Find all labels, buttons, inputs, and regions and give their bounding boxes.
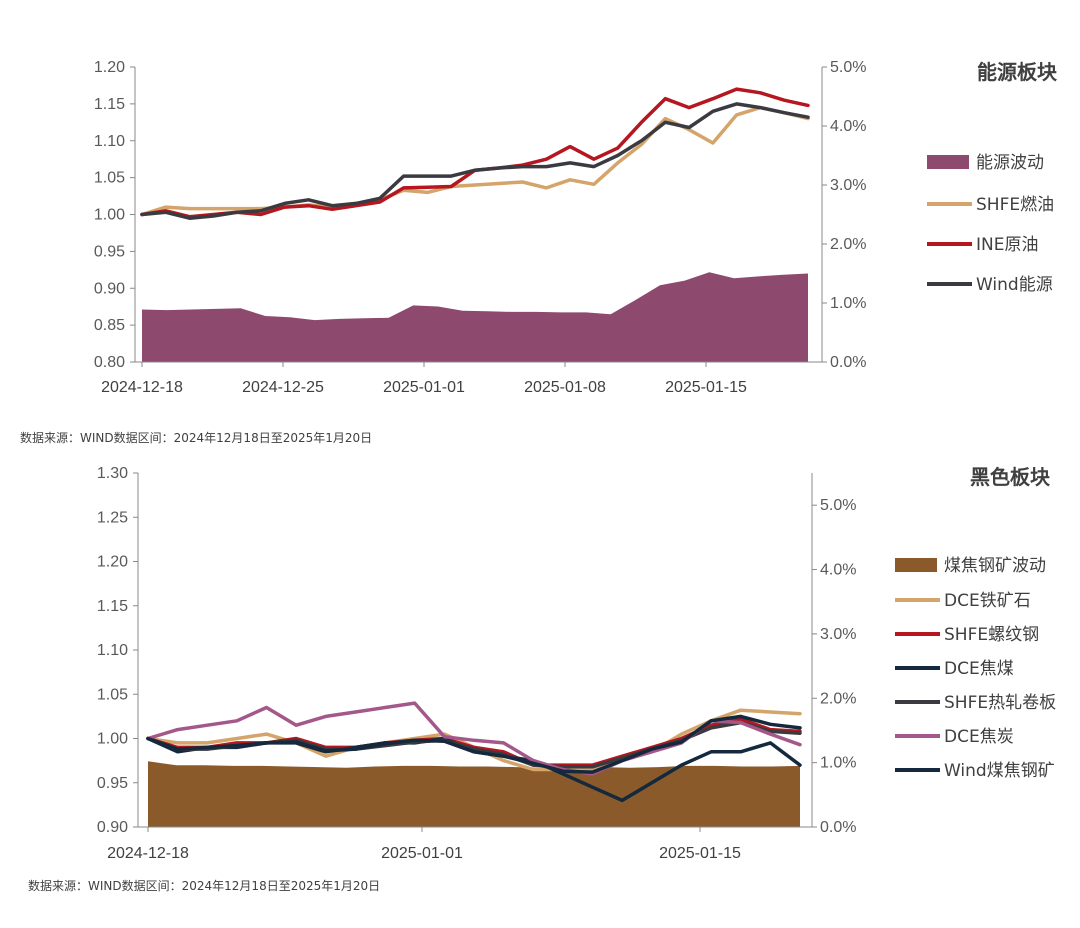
y2-tick-label: 1.0% [830, 295, 866, 312]
area-series [148, 761, 800, 827]
line-series [140, 102, 810, 220]
y-tick-label: 1.00 [97, 731, 128, 748]
line-series [140, 105, 810, 217]
y2-tick-label: 5.0% [820, 497, 856, 514]
legend-label: DCE焦煤 [944, 659, 1014, 679]
source-note: 数据来源：WIND数据区间：2024年12月18日至2025年1月20日 [20, 430, 372, 445]
chart-energy: 0.80 0.85 0.90 0.95 1.00 1.05 1.10 1.15 1.20 0.0%… [20, 59, 1058, 445]
legend-label: Wind煤焦钢矿 [944, 761, 1055, 781]
y2-tick-label: 4.0% [820, 562, 856, 579]
y-tick-label: 1.05 [94, 170, 125, 187]
x-tick-label: 2025-01-01 [381, 845, 463, 862]
chart-title: 黑色板块 [970, 465, 1051, 489]
y-tick-label: 1.15 [94, 96, 125, 113]
y-tick-label: 0.95 [97, 775, 128, 792]
y2-tick-label: 3.0% [830, 177, 866, 194]
area-series [142, 272, 808, 362]
x-tick-label: 2024-12-18 [101, 379, 183, 396]
x-tick-label: 2025-01-15 [665, 379, 747, 396]
y-tick-label: 1.10 [97, 642, 128, 659]
line-series [140, 87, 810, 219]
y2-tick-label: 0.0% [830, 354, 866, 371]
y-tick-label: 1.05 [97, 686, 128, 703]
x-tick-label: 2025-01-15 [659, 845, 741, 862]
y2-tick-label: 4.0% [830, 118, 866, 135]
legend-label: DCE铁矿石 [944, 591, 1031, 611]
x-tick-label: 2025-01-01 [383, 379, 465, 396]
y2-tick-label: 0.0% [820, 819, 856, 836]
y-tick-label: 1.15 [97, 598, 128, 615]
legend-label: SHFE热轧卷板 [944, 693, 1056, 713]
chart-title: 能源板块 [977, 60, 1058, 84]
y-tick-label: 1.25 [97, 509, 128, 526]
legend-label: 煤焦钢矿波动 [944, 556, 1046, 576]
y-tick-label: 0.95 [94, 243, 125, 260]
y-tick-label: 1.00 [94, 207, 125, 224]
legend-label: INE原油 [976, 235, 1038, 255]
y-tick-label: 0.90 [97, 819, 128, 836]
x-tick-label: 2025-01-08 [524, 379, 606, 396]
y-tick-label: 0.80 [94, 354, 125, 371]
y2-tick-label: 3.0% [820, 626, 856, 643]
y-tick-label: 1.10 [94, 133, 125, 150]
y2-tick-label: 1.0% [820, 755, 856, 772]
legend-label: SHFE燃油 [976, 195, 1054, 215]
legend-label: SHFE螺纹钢 [944, 625, 1039, 645]
y-tick-label: 1.20 [94, 59, 125, 76]
legend-label: 能源波动 [976, 153, 1044, 173]
y-tick-label: 0.85 [94, 317, 125, 334]
legend-swatch [895, 558, 937, 572]
y-tick-label: 1.30 [97, 465, 128, 482]
chart-ferrous: 0.90 0.95 1.00 1.05 1.10 1.15 1.20 1.25 1.30 0.0%… [28, 465, 1056, 893]
x-tick-label: 2024-12-25 [242, 379, 324, 396]
legend-label: Wind能源 [976, 275, 1053, 295]
y2-tick-label: 5.0% [830, 59, 866, 76]
y-tick-label: 0.90 [94, 280, 125, 297]
line-series [146, 714, 802, 774]
y-tick-label: 1.20 [97, 554, 128, 571]
source-note: 数据来源：WIND数据区间：2024年12月18日至2025年1月20日 [28, 878, 380, 893]
x-tick-label: 2024-12-18 [107, 845, 189, 862]
legend-swatch [927, 155, 969, 169]
legend-label: DCE焦炭 [944, 727, 1014, 747]
y2-tick-label: 2.0% [820, 690, 856, 707]
y2-tick-label: 2.0% [830, 236, 866, 253]
